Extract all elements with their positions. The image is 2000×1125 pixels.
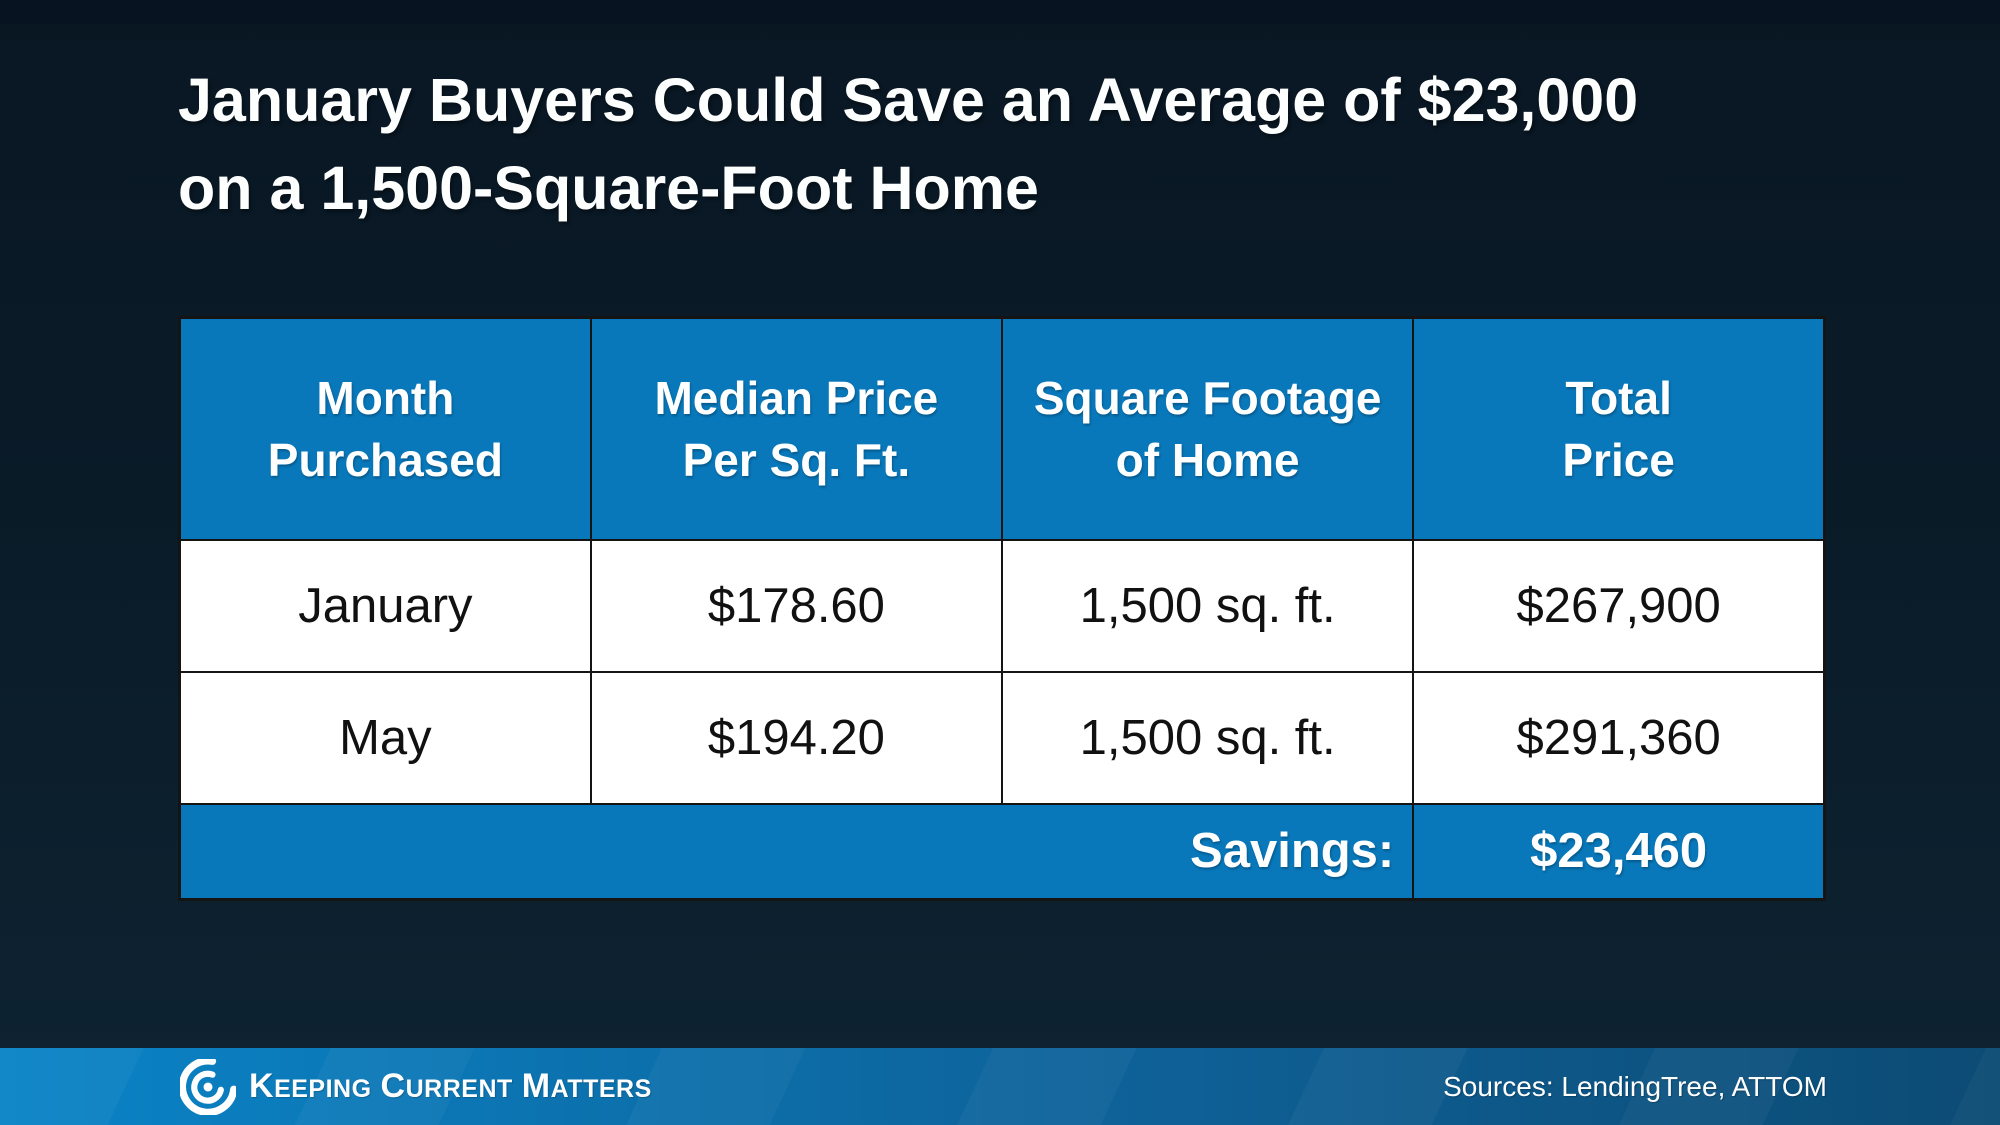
savings-label: Savings:	[178, 802, 1415, 901]
header-square-footage-line2: of Home	[1115, 433, 1300, 486]
cell-may-sqft: 1,500 sq. ft.	[1000, 670, 1415, 805]
header-total-price-line1: Total	[1565, 371, 1672, 424]
title-line-2: on a 1,500-Square-Foot Home	[178, 154, 1039, 222]
kcm-word-matters: MATTERS	[522, 1067, 652, 1105]
header-median-price: Median Price Per Sq. Ft.	[589, 316, 1004, 541]
header-square-footage: Square Footage of Home	[1000, 316, 1415, 541]
cell-may-total: $291,360	[1412, 670, 1826, 805]
cell-january-price-per-sqft: $178.60	[589, 538, 1004, 673]
cell-may-month: May	[178, 670, 592, 805]
kcm-current-initial: C	[380, 1067, 406, 1105]
cell-january-sqft: 1,500 sq. ft.	[1000, 538, 1415, 673]
savings-value: $23,460	[1412, 802, 1826, 901]
header-square-footage-line1: Square Footage	[1033, 371, 1382, 424]
cell-january-month: January	[178, 538, 592, 673]
price-comparison-table: Month Purchased Median Price Per Sq. Ft.…	[178, 316, 1826, 901]
footer-bar: KEEPING CURRENT MATTERS Sources: LendingTr…	[0, 1048, 2000, 1125]
table-savings-row: Savings: $23,460	[178, 802, 1826, 901]
table-row-january: January $178.60 1,500 sq. ft. $267,900	[178, 538, 1826, 673]
table-row-may: May $194.20 1,500 sq. ft. $291,360	[178, 670, 1826, 805]
header-median-price-line2: Per Sq. Ft.	[682, 433, 911, 486]
header-month-line1: Month	[316, 371, 455, 424]
kcm-logo-text: KEEPING CURRENT MATTERS	[249, 1067, 661, 1106]
table-header-row: Month Purchased Median Price Per Sq. Ft.…	[178, 316, 1826, 541]
header-month-purchased: Month Purchased	[178, 316, 592, 541]
header-month-line2: Purchased	[267, 433, 503, 486]
kcm-word-keeping: KEEPING	[249, 1067, 372, 1105]
header-median-price-line1: Median Price	[654, 371, 939, 424]
kcm-swirl-icon	[180, 1058, 236, 1115]
header-total-price-line2: Price	[1562, 433, 1675, 486]
sources-text: Sources: LendingTree, ATTOM	[1443, 1070, 1827, 1102]
kcm-matters-initial: M	[521, 1067, 551, 1105]
kcm-keeping-rest: EEPING	[274, 1075, 372, 1103]
kcm-keeping-initial: K	[249, 1067, 275, 1105]
top-strip	[0, 0, 2000, 24]
cell-may-price-per-sqft: $194.20	[589, 670, 1004, 805]
kcm-logo: KEEPING CURRENT MATTERS	[180, 1048, 661, 1125]
page-title: January Buyers Could Save an Average of …	[178, 56, 1638, 232]
header-total-price: Total Price	[1412, 316, 1826, 541]
title-line-1: January Buyers Could Save an Average of …	[178, 66, 1639, 134]
kcm-matters-rest: ATTERS	[550, 1075, 652, 1103]
kcm-current-rest: URRENT	[405, 1075, 513, 1103]
kcm-word-current: CURRENT	[381, 1067, 513, 1105]
cell-january-total: $267,900	[1412, 538, 1826, 673]
